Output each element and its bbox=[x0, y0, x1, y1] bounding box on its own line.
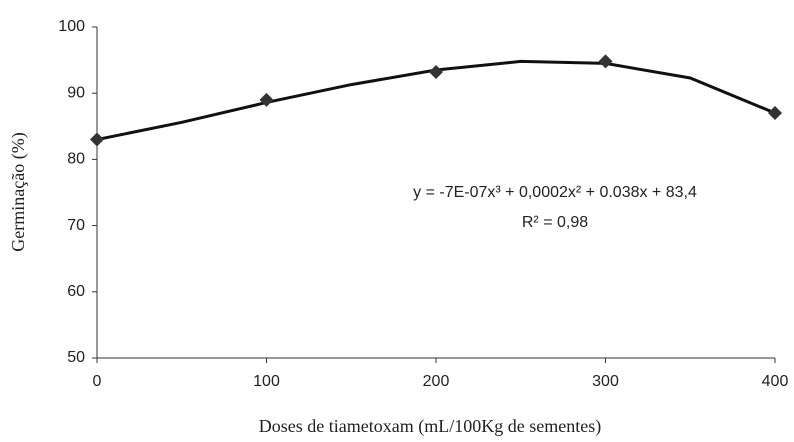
y-tick-label: 50 bbox=[67, 349, 85, 366]
x-tick-label: 300 bbox=[592, 373, 619, 390]
x-tick-label: 200 bbox=[423, 373, 450, 390]
point bbox=[259, 92, 274, 107]
y-tick-label: 80 bbox=[67, 151, 85, 168]
equation: y = -7E-07x³ + 0,0002x² + 0.038x + 83,4 bbox=[413, 184, 697, 201]
x-axis-label: Doses de tiametoxam (mL/100Kg de semente… bbox=[259, 416, 601, 437]
y-tick-label: 90 bbox=[67, 84, 85, 101]
y-tick-label: 100 bbox=[58, 18, 85, 35]
x-tick-label: 0 bbox=[93, 373, 102, 390]
x-tick-label: 100 bbox=[253, 373, 280, 390]
point bbox=[598, 54, 613, 69]
point bbox=[429, 65, 443, 80]
point bbox=[768, 106, 782, 121]
y-tick-label: 70 bbox=[67, 217, 85, 234]
r-squared: R² = 0,98 bbox=[522, 214, 588, 231]
y-tick-label: 60 bbox=[67, 283, 85, 300]
y-axis-label: Germinação (%) bbox=[8, 132, 29, 251]
x-tick-label: 400 bbox=[762, 373, 789, 390]
point bbox=[90, 132, 104, 147]
